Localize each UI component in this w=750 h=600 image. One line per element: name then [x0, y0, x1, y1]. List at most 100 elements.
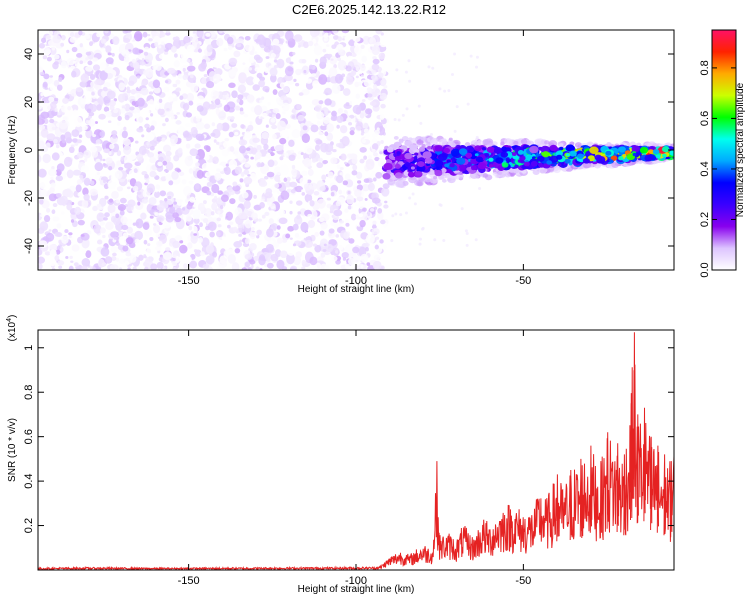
spectrogram-cell: [300, 221, 309, 233]
spectrogram-cell: [375, 236, 380, 240]
spectrogram-cell: [283, 152, 289, 157]
spectrogram-cell: [204, 37, 211, 45]
spectrogram-cell: [238, 139, 248, 146]
spectrogram-cell: [218, 30, 224, 34]
spectrogram-cell: [62, 115, 69, 122]
spectrogram-cell: [119, 197, 127, 204]
spectrogram-cell: [118, 258, 126, 264]
spectrogram-cell: [350, 71, 357, 76]
spectrogram-cell: [158, 102, 165, 110]
spectrogram-cell: [669, 150, 674, 156]
spectrogram-cell: [336, 115, 344, 123]
spectrogram-cell: [259, 99, 263, 104]
spectrogram-cell: [210, 211, 215, 216]
spectrogram-cell: [278, 217, 288, 225]
spectrogram-cell: [137, 201, 141, 206]
spectrogram-cell: [160, 176, 167, 182]
spectrogram-cell: [74, 206, 82, 215]
spectrogram-cell: [291, 168, 298, 176]
spectrogram-cell: [289, 267, 296, 270]
spectrogram-cell: [287, 225, 295, 232]
spectrogram-cell: [164, 80, 169, 84]
spectrogram-cell: [39, 199, 44, 205]
spectrogram-cell: [204, 154, 210, 161]
spectrogram-cell: [238, 212, 247, 220]
spectrogram-cell: [71, 138, 79, 143]
spectrogram-cell: [133, 147, 139, 153]
spectrogram-cell: [339, 125, 348, 134]
spectrogram-cell: [80, 73, 90, 83]
spectrogram-cell: [96, 104, 102, 111]
spectrogram-cell: [96, 212, 105, 222]
spectrogram-cell: [359, 147, 367, 153]
spectrogram-cell: [78, 30, 83, 36]
spectrogram-cell: [163, 102, 173, 112]
spectrogram-cell: [205, 244, 215, 254]
spectrogram-cell: [179, 95, 184, 101]
spectrogram-cell: [182, 67, 186, 72]
spectrogram-cell: [227, 254, 236, 264]
spectrogram-cell: [165, 30, 170, 33]
spectrogram-cell: [306, 179, 312, 184]
spectrogram-cell: [156, 215, 165, 223]
spectrogram-cell: [331, 83, 341, 94]
spectrogram-cell: [144, 266, 149, 270]
spectrogram-cell: [375, 171, 383, 179]
spectrogram-cell: [307, 213, 313, 218]
spectrogram-cell: [454, 175, 460, 180]
spectrogram-cell: [237, 153, 244, 162]
spectrogram-cell: [279, 82, 286, 89]
spectrogram-cell: [88, 118, 96, 127]
spectrogram-cell: [244, 261, 251, 268]
spectrogram-cell: [126, 226, 133, 234]
spectrogram-cell: [203, 74, 208, 78]
spectrogram-cell: [177, 73, 183, 79]
spectrogram-cell: [231, 262, 240, 270]
spectrogram-cell: [366, 262, 371, 266]
snr-series-line: [38, 332, 674, 570]
spectrogram-cell: [313, 190, 320, 196]
spectrogram-cell: [179, 244, 188, 254]
spectrogram-cell: [96, 32, 101, 38]
spectrogram-cell: [248, 67, 252, 71]
spectrogram-cell: [150, 263, 158, 270]
spectrogram-cell: [439, 203, 443, 207]
spectrogram-cell: [155, 233, 161, 238]
spectrogram-cell: [222, 91, 228, 96]
spectrogram-cell: [130, 89, 137, 95]
spectrogram-cell: [192, 31, 197, 34]
spectrogram-cell: [195, 133, 205, 141]
spectrogram-cell: [336, 258, 341, 262]
spectrogram-cell: [214, 195, 218, 200]
spectrogram-cell: [316, 120, 321, 126]
spectrogram-cell: [60, 134, 66, 141]
spectrogram-cell: [172, 36, 180, 42]
spectrogram-cell: [221, 149, 230, 157]
snr-ticks: -150 -100 -500.20.40.60.81: [23, 330, 674, 587]
spectrogram-cell: [265, 188, 273, 195]
spectrogram-cell: [67, 223, 73, 230]
spectrogram-cell: [371, 148, 376, 153]
spectrogram-cell: [148, 197, 157, 206]
spectrogram-cell: [292, 243, 297, 247]
spectrogram-cell: [186, 195, 191, 200]
spectrogram-cell: [345, 65, 352, 72]
spectrogram-cell: [129, 106, 135, 111]
spectrogram-cell: [442, 178, 447, 183]
spectrogram-cell: [192, 209, 201, 220]
spectrogram-cell: [196, 196, 204, 203]
spectrogram-cell: [397, 118, 401, 122]
spectrogram-cell: [125, 237, 134, 245]
spectrogram-cell: [363, 122, 369, 129]
spectrogram-cell: [332, 148, 337, 153]
spectrogram-cell: [261, 112, 268, 118]
spectrogram-cell: [227, 151, 233, 158]
spectrogram-cell: [38, 248, 43, 256]
spectrogram-cell: [424, 157, 433, 164]
spectrogram-cell: [536, 155, 545, 162]
spectrogram-cell: [362, 207, 367, 212]
spectrogram-cell: [79, 81, 88, 88]
colorbar-tick-label: 0.0: [699, 262, 711, 277]
